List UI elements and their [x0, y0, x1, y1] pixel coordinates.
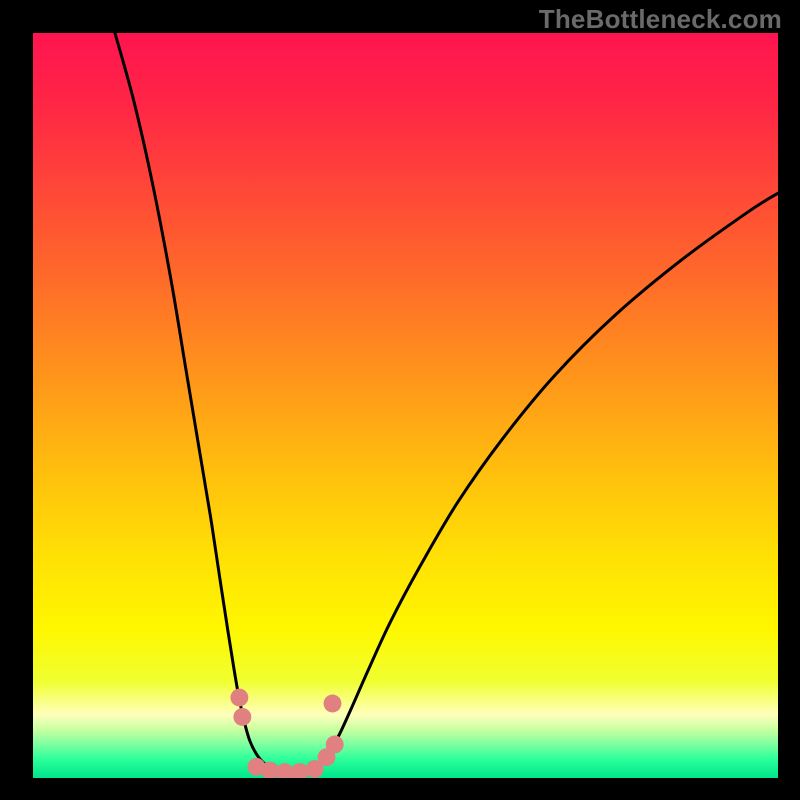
plot-svg	[33, 33, 778, 778]
trough-marker	[326, 736, 344, 754]
watermark-text: TheBottleneck.com	[539, 4, 782, 35]
trough-marker	[233, 708, 251, 726]
trough-marker	[324, 695, 342, 713]
trough-marker	[230, 689, 248, 707]
plot-area	[33, 33, 778, 778]
